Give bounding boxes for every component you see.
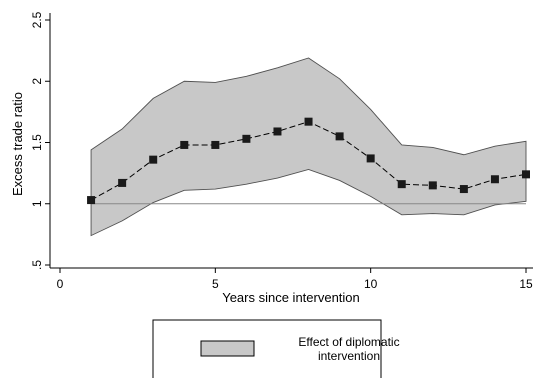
x-tick-label: 5 (212, 277, 219, 291)
estimate-point (118, 178, 127, 187)
estimate-point (242, 134, 251, 143)
y-tick-label: .5 (30, 260, 44, 270)
estimate-point (273, 127, 282, 136)
estimate-point (428, 181, 437, 190)
estimate-point (304, 117, 313, 126)
estimate-point (459, 185, 468, 194)
confidence-band-layer (90, 57, 527, 237)
estimate-point (490, 175, 499, 184)
y-axis-title: Excess trade ratio (10, 92, 25, 196)
legend-swatch (200, 340, 255, 357)
y-tick-label: 1 (30, 200, 44, 207)
confidence-band (90, 57, 527, 237)
estimate-point (335, 132, 344, 141)
legend-box (152, 319, 382, 378)
legend: Effect of diplomatic intervention (152, 319, 400, 378)
axes: 0 5 10 15 .5 1 1.5 2 2.5 (30, 11, 533, 291)
estimate-point (180, 140, 189, 149)
series-layer (87, 117, 530, 205)
legend-label-line-1: Effect of diplomatic (298, 335, 399, 349)
legend-label-line-2: intervention (318, 349, 380, 363)
y-tick-label: 1.5 (30, 134, 44, 151)
estimate-point (211, 140, 220, 149)
y-tick-label: 2.5 (30, 11, 44, 28)
x-axis-title: Years since intervention (222, 290, 360, 305)
estimate-point (522, 170, 530, 179)
x-tick-label: 0 (57, 277, 64, 291)
estimate-point (397, 180, 406, 189)
estimate-point (149, 155, 158, 164)
y-tick-label: 2 (30, 78, 44, 85)
estimate-point (366, 154, 375, 163)
x-tick-label: 10 (364, 277, 378, 291)
x-tick-label: 15 (519, 277, 533, 291)
estimate-point (87, 196, 96, 205)
